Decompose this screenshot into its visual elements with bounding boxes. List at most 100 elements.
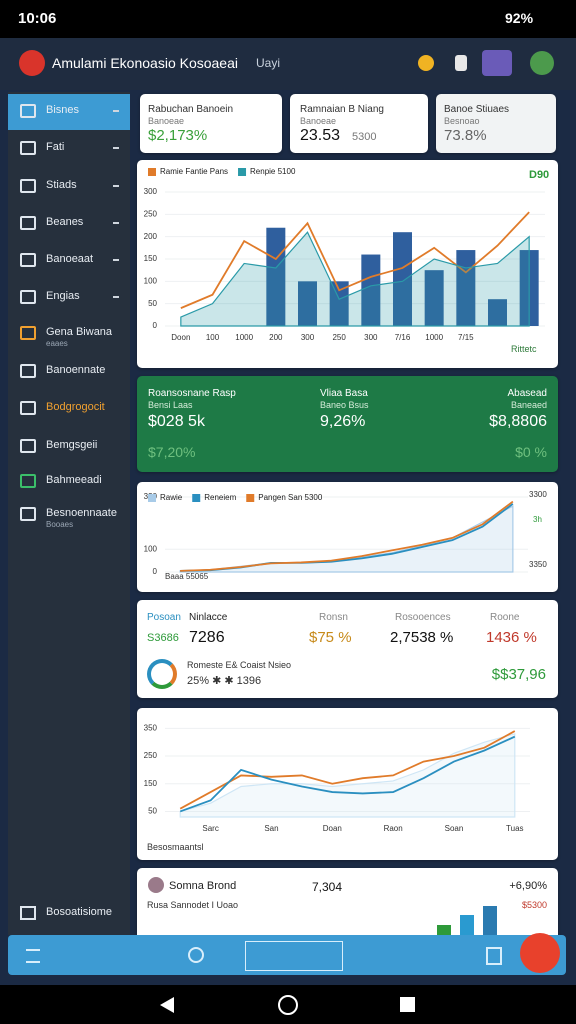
stat-label: Rosooences	[395, 612, 451, 623]
stat-total: $$37,96	[491, 666, 546, 683]
sidebar-item[interactable]: Fati	[46, 141, 65, 153]
card-subtitle: Banoeae	[300, 116, 337, 126]
sidebar-close[interactable]	[113, 222, 119, 224]
stat-caption: Romeste E& Coaist Nsieo	[187, 660, 292, 670]
stat-value: 2,7538 %	[390, 629, 454, 646]
sidebar-icon	[20, 104, 36, 118]
sidebar-icon	[20, 216, 36, 230]
sidebar-icon	[20, 326, 36, 340]
sidebar-active	[8, 94, 130, 130]
sidebar-item[interactable]: Gena Biwana	[46, 326, 113, 338]
card-subtitle: Besnoao	[444, 116, 480, 126]
sidebar-icon	[20, 439, 36, 453]
nav-button[interactable]	[486, 947, 502, 965]
summary-footer: $7,20%	[148, 444, 196, 460]
messages-button[interactable]	[482, 50, 512, 76]
summary-subtitle: Baneaed	[510, 400, 547, 410]
sidebar-item[interactable]: Banoennate	[46, 364, 106, 376]
status-bar: 10:06 92%	[0, 0, 576, 38]
card-value: 23.53	[300, 127, 341, 144]
sidebar-item[interactable]: Bisnes	[46, 104, 80, 116]
stat-card[interactable]: Banoe Stiuaes Besnoao 73.8%	[436, 94, 556, 153]
nav-button[interactable]	[188, 947, 204, 963]
summary-title: Abasead	[507, 388, 547, 399]
bottom-nav	[8, 935, 566, 975]
sidebar-item[interactable]: Beanes	[46, 216, 84, 228]
card-value: 73.8%	[444, 127, 487, 144]
side-label: 3h	[533, 515, 542, 524]
chart-badge: D90	[529, 169, 550, 181]
android-nav	[0, 985, 576, 1024]
sidebar-icon	[20, 253, 36, 267]
summary-title: Vliaa Basa	[320, 388, 368, 399]
profile-avatar	[148, 877, 164, 893]
stat-detail: 25% ✱ ✱ 1396	[187, 675, 262, 687]
stat-value: $75 %	[309, 629, 352, 646]
search-button[interactable]	[418, 55, 434, 71]
card-note: 5300	[352, 131, 377, 143]
profile-name: Somna Brond	[169, 880, 237, 892]
sidebar-close[interactable]	[113, 185, 119, 187]
profile-subtitle: Rusa Sannodet I Uoao	[147, 900, 239, 910]
sidebar-item[interactable]: Banoeaat	[46, 253, 94, 265]
sidebar-item[interactable]: Engias	[46, 290, 80, 302]
logo	[19, 50, 45, 76]
fab[interactable]	[520, 933, 560, 973]
app-title: Amulami Ekonoasio Kosoaeai	[52, 55, 238, 71]
notification-button[interactable]	[455, 55, 467, 71]
deco-bar	[437, 925, 451, 935]
stat-card[interactable]: Ramnaian B Niang Banoeae 23.53 5300	[290, 94, 428, 153]
sidebar-close[interactable]	[113, 110, 119, 112]
card-title: Ramnaian B Niang	[300, 104, 384, 115]
battery: 92%	[505, 10, 534, 26]
summary-value: 9,26%	[320, 413, 366, 430]
sidebar-icon	[20, 364, 36, 378]
sidebar-item[interactable]: Besnoennaate	[46, 507, 117, 519]
stat-label: Posoan	[147, 612, 181, 623]
sidebar-item[interactable]: Stiads	[46, 179, 77, 191]
stat-value: 7286	[189, 629, 225, 646]
stats-card: Posoan S3686 Ninlacce 7286 Ronsn $75 % R…	[137, 600, 558, 698]
summary-title: Roansosnane Rasp	[148, 388, 236, 399]
nav-group[interactable]	[245, 941, 343, 971]
profile-card: Somna Brond Rusa Sannodet I Uoao 7,304 +…	[137, 868, 558, 935]
sidebar-close[interactable]	[113, 259, 119, 261]
summary-subtitle: Baneo Bsus	[320, 400, 369, 410]
app-header: Amulami Ekonoasio Kosoaeai Uayi	[0, 38, 576, 90]
sidebar-close[interactable]	[113, 147, 119, 149]
sidebar-subitem: Booaes	[46, 520, 74, 529]
sidebar-subitem: eaaes	[46, 339, 68, 348]
deco-bar	[460, 915, 474, 935]
chart-footer: Besosmaantsl	[147, 842, 204, 852]
sidebar-item[interactable]: Bahmeeadi	[46, 474, 102, 486]
avatar[interactable]	[530, 51, 554, 75]
deco-bar	[483, 906, 497, 935]
summary-footer: $0 %	[515, 444, 547, 460]
stat-card[interactable]: Rabuchan Banoein Banoeae $2,173%	[140, 94, 282, 153]
sidebar-close[interactable]	[113, 296, 119, 298]
recents-button[interactable]	[400, 997, 415, 1012]
donut-icon	[147, 659, 177, 689]
sidebar-footer-icon	[20, 906, 36, 920]
home-button[interactable]	[278, 995, 298, 1015]
sidebar-icon	[20, 141, 36, 155]
summary-value: $028 5k	[148, 413, 205, 430]
sidebar-icon	[20, 179, 36, 193]
chart-card: Besosmaantsl	[137, 708, 558, 860]
sidebar-item[interactable]: Bodgrogocit	[46, 401, 105, 413]
stat-label: Ninlacce	[189, 612, 228, 623]
back-button[interactable]	[160, 997, 174, 1013]
side-label: 3350	[529, 560, 547, 569]
sidebar-footer[interactable]: Bosoatisiome	[46, 906, 113, 918]
chart-footer: Rittetc	[511, 344, 537, 354]
sidebar-item[interactable]: Bemgsgeii	[46, 439, 98, 451]
stat-label: Ronsn	[319, 612, 348, 623]
stat-label: Roone	[490, 612, 520, 623]
card-title: Banoe Stiuaes	[444, 104, 510, 115]
time: 10:06	[18, 10, 57, 27]
menu-button[interactable]	[26, 949, 40, 963]
sidebar-icon	[20, 401, 36, 415]
card-subtitle: Banoeae	[148, 116, 185, 126]
side-label: 3300	[529, 490, 547, 499]
